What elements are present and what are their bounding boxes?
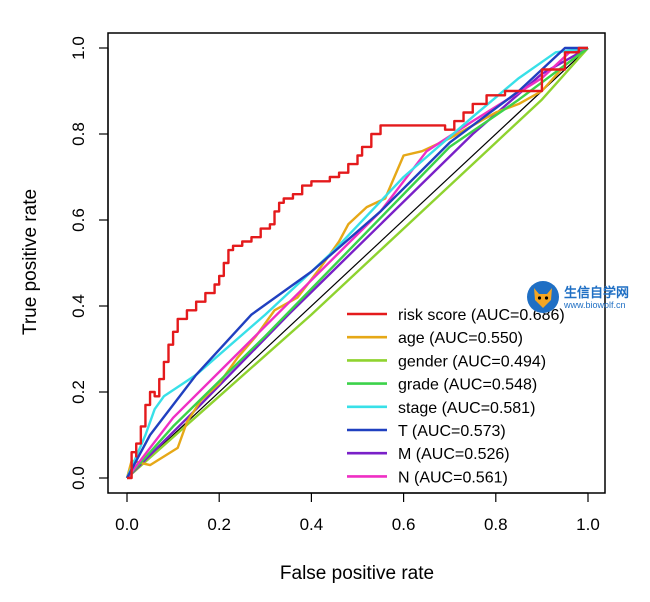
y-tick-label-4: 0.8 (69, 122, 88, 146)
watermark: 生信自学网 www.biowolf.cn (526, 280, 644, 316)
series-line-2 (126, 47, 589, 479)
y-tick-label-1: 0.2 (69, 380, 88, 404)
legend-label-2: gender (AUC=0.494) (398, 353, 546, 370)
y-tick-label-5: 1.0 (69, 36, 88, 60)
legend-label-6: M (AUC=0.526) (398, 446, 510, 463)
curves-layer (125, 46, 589, 480)
wolf-logo-icon (527, 281, 559, 313)
x-tick-label-3: 0.6 (392, 515, 416, 534)
legend-label-3: grade (AUC=0.548) (398, 377, 537, 394)
legend-label-4: stage (AUC=0.581) (398, 400, 535, 417)
y-tick-label-2: 0.4 (69, 294, 88, 318)
legend-label-1: age (AUC=0.550) (398, 330, 523, 347)
x-tick-label-4: 0.8 (484, 515, 508, 534)
legend-label-5: T (AUC=0.573) (398, 423, 506, 440)
series-line-7 (126, 46, 589, 479)
legend: risk score (AUC=0.686) age (AUC=0.550) gen… (347, 307, 565, 486)
x-tick-label-5: 1.0 (576, 515, 600, 534)
y-tick-label-3: 0.6 (69, 208, 88, 232)
series-line-0 (127, 46, 588, 480)
x-axis-title: False positive rate (280, 563, 434, 584)
x-tick-label-1: 0.2 (207, 515, 231, 534)
legend-label-7: N (AUC=0.561) (398, 469, 508, 486)
x-tick-label-0: 0.0 (115, 515, 139, 534)
y-tick-label-0: 0.0 (69, 466, 88, 490)
x-tick-label-2: 0.4 (300, 515, 324, 534)
x-axis: 0.0 0.2 0.4 0.6 0.8 1.0 (115, 492, 600, 534)
series-line-4 (125, 46, 589, 479)
y-axis: 0.0 0.2 0.4 0.6 0.8 1.0 (69, 36, 109, 490)
reference-line (126, 47, 589, 479)
legend-label-0: risk score (AUC=0.686) (398, 307, 565, 324)
series-line-3 (126, 47, 589, 479)
watermark-title: 生信自学网 (564, 285, 630, 300)
y-axis-title: True positive rate (20, 189, 41, 335)
watermark-subtitle: www.biowolf.cn (564, 300, 626, 310)
